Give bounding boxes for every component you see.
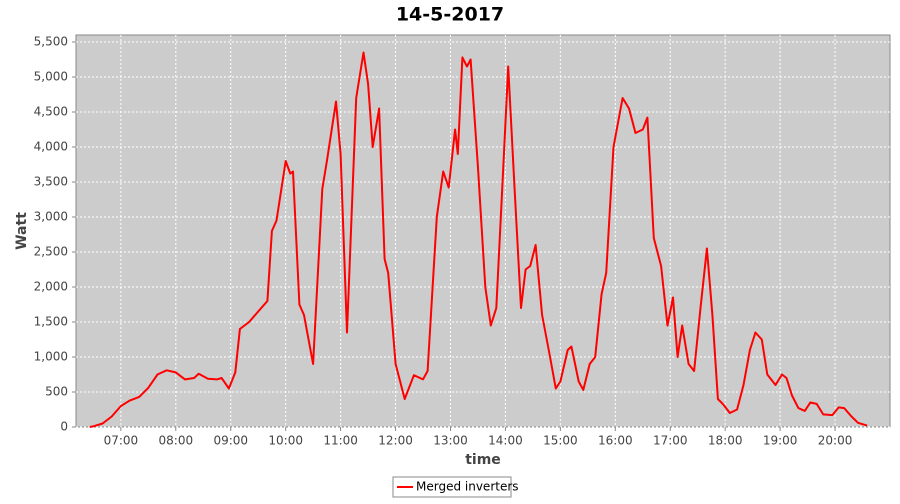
x-tick-label: 08:00	[159, 434, 194, 448]
x-tick-label: 07:00	[104, 434, 139, 448]
y-tick-label: 2,500	[34, 245, 68, 259]
x-tick-label: 12:00	[378, 434, 413, 448]
y-tick-label: 1,500	[34, 315, 68, 329]
y-tick-label: 5,000	[34, 70, 68, 84]
legend-box	[392, 476, 512, 498]
y-tick-label: 4,500	[34, 105, 68, 119]
y-tick-label: 0	[60, 420, 68, 434]
x-tick-label: 13:00	[433, 434, 468, 448]
data-line	[89, 51, 868, 428]
y-tick-label: 2,000	[34, 280, 68, 294]
y-tick-label: 3,000	[34, 210, 68, 224]
plot-area	[75, 34, 891, 428]
x-axis-label: time	[465, 452, 501, 468]
x-tick-label: 17:00	[653, 434, 688, 448]
x-tick-label: 10:00	[268, 434, 303, 448]
x-tick-label: 19:00	[763, 434, 798, 448]
x-tick-label: 14:00	[488, 434, 523, 448]
x-tick-label: 18:00	[708, 434, 743, 448]
y-axis-label: Watt	[14, 212, 30, 250]
x-tick-label: 16:00	[598, 434, 633, 448]
chart-title: 14-5-2017	[396, 4, 504, 26]
x-tick-label: 09:00	[213, 434, 248, 448]
y-tick-label: 1,000	[34, 350, 68, 364]
y-tick-label: 500	[45, 385, 68, 399]
legend-label: Merged inverters	[416, 480, 519, 494]
y-tick-label: 3,500	[34, 175, 68, 189]
y-tick-label: 4,000	[34, 140, 68, 154]
x-tick-label: 11:00	[323, 434, 358, 448]
x-tick-label: 20:00	[818, 434, 853, 448]
y-tick-label: 5,500	[34, 35, 68, 49]
x-tick-label: 15:00	[543, 434, 578, 448]
